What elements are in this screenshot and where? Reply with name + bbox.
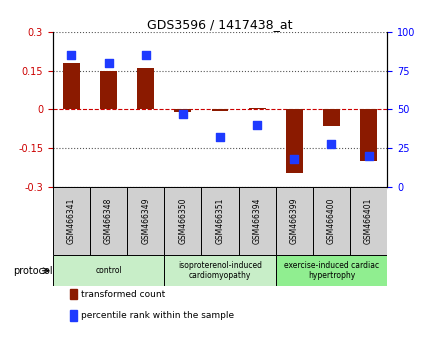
Bar [164,187,202,255]
Bar [286,109,303,173]
Bar [202,187,238,255]
Point [253,122,260,128]
Text: isoproterenol-induced
cardiomyopathy: isoproterenol-induced cardiomyopathy [178,261,262,280]
Bar [212,109,228,111]
Text: GSM466348: GSM466348 [104,198,113,244]
Text: protocol: protocol [13,266,53,276]
Text: GSM466349: GSM466349 [141,198,150,244]
Bar [313,187,350,255]
Point [328,141,335,146]
Bar [175,109,191,112]
Point [365,153,372,159]
Text: exercise-induced cardiac
hypertrophy: exercise-induced cardiac hypertrophy [284,261,379,280]
Bar [238,187,276,255]
Text: transformed count: transformed count [81,290,165,299]
Text: GSM466401: GSM466401 [364,198,373,244]
Bar [127,187,164,255]
Bar [63,63,80,109]
Bar [70,289,77,299]
Point [216,135,224,140]
Point [105,60,112,66]
Point [142,52,149,58]
Bar [276,187,313,255]
Point [291,156,298,162]
Text: GSM466351: GSM466351 [216,198,224,244]
Bar [360,109,377,161]
Bar [70,310,77,321]
Bar [249,108,265,109]
Text: GSM466350: GSM466350 [178,198,187,244]
Bar [90,187,127,255]
Bar [350,187,387,255]
Point [180,111,187,117]
Point [68,52,75,58]
Bar [53,255,164,286]
Text: GSM466399: GSM466399 [290,198,299,244]
Bar [137,68,154,109]
Bar [53,187,90,255]
Title: GDS3596 / 1417438_at: GDS3596 / 1417438_at [147,18,293,31]
Bar [100,71,117,109]
Bar [164,255,276,286]
Text: GSM466341: GSM466341 [67,198,76,244]
Text: percentile rank within the sample: percentile rank within the sample [81,311,235,320]
Text: GSM466400: GSM466400 [327,198,336,244]
Text: GSM466394: GSM466394 [253,198,262,244]
Bar [323,109,340,126]
Text: control: control [95,266,122,275]
Bar [276,255,387,286]
